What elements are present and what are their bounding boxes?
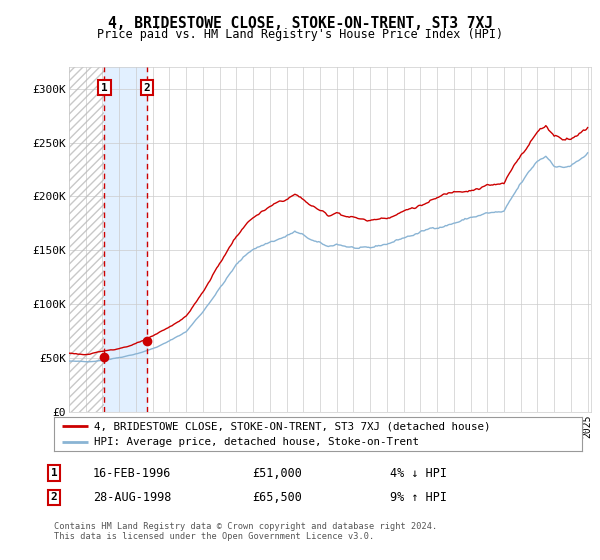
Text: 1: 1 — [101, 83, 108, 93]
Text: £51,000: £51,000 — [252, 466, 302, 480]
Bar — [69, 67, 104, 412]
Text: 28-AUG-1998: 28-AUG-1998 — [93, 491, 172, 504]
Bar — [104, 67, 147, 412]
Text: 4, BRIDESTOWE CLOSE, STOKE-ON-TRENT, ST3 7XJ: 4, BRIDESTOWE CLOSE, STOKE-ON-TRENT, ST3… — [107, 16, 493, 31]
Text: 4, BRIDESTOWE CLOSE, STOKE-ON-TRENT, ST3 7XJ (detached house): 4, BRIDESTOWE CLOSE, STOKE-ON-TRENT, ST3… — [94, 421, 490, 431]
Text: Price paid vs. HM Land Registry's House Price Index (HPI): Price paid vs. HM Land Registry's House … — [97, 28, 503, 41]
Text: HPI: Average price, detached house, Stoke-on-Trent: HPI: Average price, detached house, Stok… — [94, 437, 419, 447]
Text: 16-FEB-1996: 16-FEB-1996 — [93, 466, 172, 480]
Text: 1: 1 — [50, 468, 58, 478]
Bar — [69, 67, 104, 412]
Text: Contains HM Land Registry data © Crown copyright and database right 2024.
This d: Contains HM Land Registry data © Crown c… — [54, 522, 437, 542]
Text: 9% ↑ HPI: 9% ↑ HPI — [390, 491, 447, 504]
Text: 4% ↓ HPI: 4% ↓ HPI — [390, 466, 447, 480]
Text: 2: 2 — [143, 83, 150, 93]
Text: 2: 2 — [50, 492, 58, 502]
Text: £65,500: £65,500 — [252, 491, 302, 504]
